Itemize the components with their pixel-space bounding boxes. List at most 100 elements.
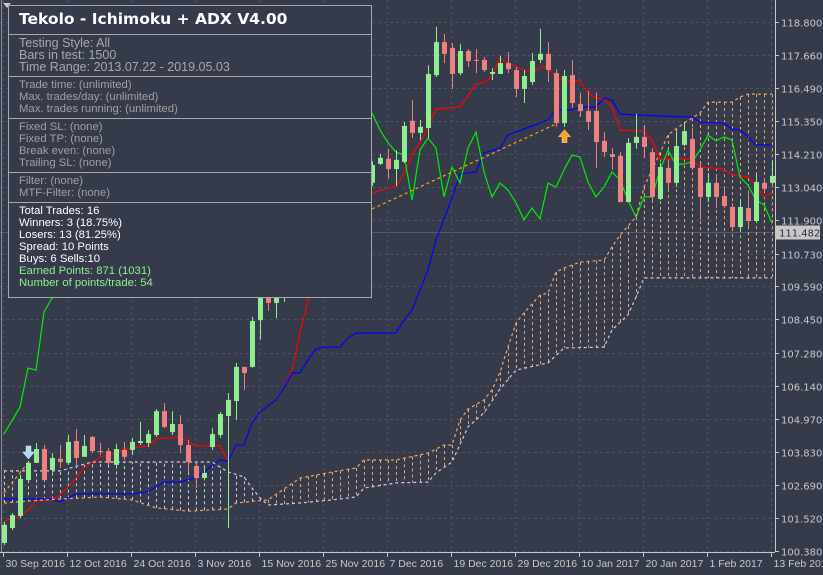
price-tick-label: 116.490	[781, 85, 822, 96]
candle-body	[386, 158, 391, 170]
date-tick-label: 24 Oct 2016	[134, 558, 191, 570]
candle	[618, 152, 623, 203]
candle-body	[666, 167, 671, 183]
current-price-badge	[776, 225, 820, 240]
candle-body	[106, 451, 111, 463]
buys-sells: Buys: 6 Sells:10	[19, 253, 101, 265]
candle	[722, 187, 727, 209]
candle-body	[546, 53, 551, 70]
date-tick-label: 25 Nov 2016	[326, 558, 386, 570]
mtf-filter: MTF-Filter: (none)	[19, 187, 111, 199]
candle	[770, 159, 775, 184]
candle	[610, 148, 615, 170]
candle-body	[242, 366, 247, 373]
candle	[738, 200, 743, 232]
candle	[202, 468, 207, 481]
candle	[658, 163, 663, 201]
candle-body	[602, 140, 607, 153]
date-tick-label: 7 Dec 2016	[390, 558, 444, 570]
candle-body	[10, 515, 15, 529]
date-tick-label: 10 Jan 2017	[582, 558, 640, 570]
candle-body	[90, 436, 95, 452]
candle-body	[706, 182, 711, 197]
date-tick-label: 13 Feb 2017	[774, 558, 823, 570]
candle	[450, 42, 455, 89]
candle	[426, 65, 431, 139]
candle-body	[690, 138, 695, 168]
candle-body	[738, 206, 743, 228]
candle-body	[258, 297, 263, 321]
candle	[602, 131, 607, 157]
price-tick-label: 108.450	[781, 316, 822, 327]
candle-body	[674, 146, 679, 183]
candle-body	[146, 434, 151, 444]
filter: Filter: (none)	[19, 175, 84, 187]
candle-body	[130, 441, 135, 450]
candle	[682, 121, 687, 147]
candle-body	[426, 73, 431, 128]
price-tick-label: 109.590	[781, 283, 822, 294]
stops-section: Fixed SL: (none) Fixed TP: (none) Break …	[9, 119, 371, 173]
price-tick-label: 111.900	[781, 217, 822, 228]
candle	[194, 462, 199, 489]
candle-body	[66, 441, 71, 463]
candle	[114, 443, 119, 467]
candle-body	[274, 297, 279, 303]
arrow-down-icon	[22, 445, 35, 460]
price-tick-label: 104.970	[781, 416, 822, 427]
candle	[554, 69, 559, 127]
candle-body	[402, 125, 407, 162]
chart-menu-marker-icon[interactable]	[3, 3, 11, 8]
candle	[26, 460, 31, 483]
candle	[634, 113, 639, 149]
candle	[698, 163, 703, 220]
kijun-line	[4, 97, 772, 503]
bars-in-test: Bars in test: 1500	[19, 48, 117, 62]
candle-body	[530, 61, 535, 83]
candle-body	[682, 131, 687, 145]
candle	[514, 67, 519, 97]
candle-body	[74, 441, 79, 458]
candle-body	[186, 445, 191, 462]
candle	[58, 445, 63, 469]
candle	[170, 411, 175, 435]
fixed-tp: Fixed TP: (none)	[19, 133, 103, 145]
candle-body	[378, 157, 383, 164]
candle	[10, 513, 15, 531]
trend-1-line	[3, 462, 29, 494]
candle	[458, 44, 463, 76]
candle-body	[394, 159, 399, 170]
candle	[642, 124, 647, 159]
candle	[186, 439, 191, 473]
candle-body	[610, 154, 615, 157]
ichimoku-cloud	[4, 94, 773, 512]
candle	[2, 521, 7, 545]
losers: Losers: 13 (81.25%)	[19, 229, 121, 241]
candle	[666, 159, 671, 189]
backtest-info-panel: Tekolo - Ichimoku + ADX V4.00 Testing St…	[8, 5, 372, 298]
candle-body	[194, 465, 199, 479]
candle-body	[202, 472, 207, 479]
candle	[162, 403, 167, 429]
candle	[442, 34, 447, 64]
max-trades-running: Max. trades running: (unlimited)	[19, 103, 178, 115]
candle-body	[714, 182, 719, 197]
candle-body	[162, 411, 167, 427]
date-tick-label: 1 Feb 2017	[710, 558, 763, 570]
results-section: Total Trades: 16 Winners: 3 (18.75%) Los…	[9, 203, 371, 292]
candle	[250, 316, 255, 368]
limits-section: Trade time: (unlimited) Max. trades/day:…	[9, 77, 371, 119]
senkou-a-line	[3, 93, 772, 512]
candle-body	[370, 165, 375, 183]
price-tick-label: 101.520	[781, 515, 822, 526]
testing-section: Testing Style: All Bars in test: 1500 Ti…	[9, 35, 371, 77]
arrow-up-icon	[558, 129, 571, 143]
candle	[210, 428, 215, 450]
candle	[402, 121, 407, 164]
candle-body	[466, 51, 471, 62]
trade-time: Trade time: (unlimited)	[19, 79, 132, 91]
candle	[386, 148, 391, 179]
candle-body	[570, 75, 575, 103]
candle-body	[618, 155, 623, 203]
price-tick-label: 114.210	[781, 151, 822, 162]
